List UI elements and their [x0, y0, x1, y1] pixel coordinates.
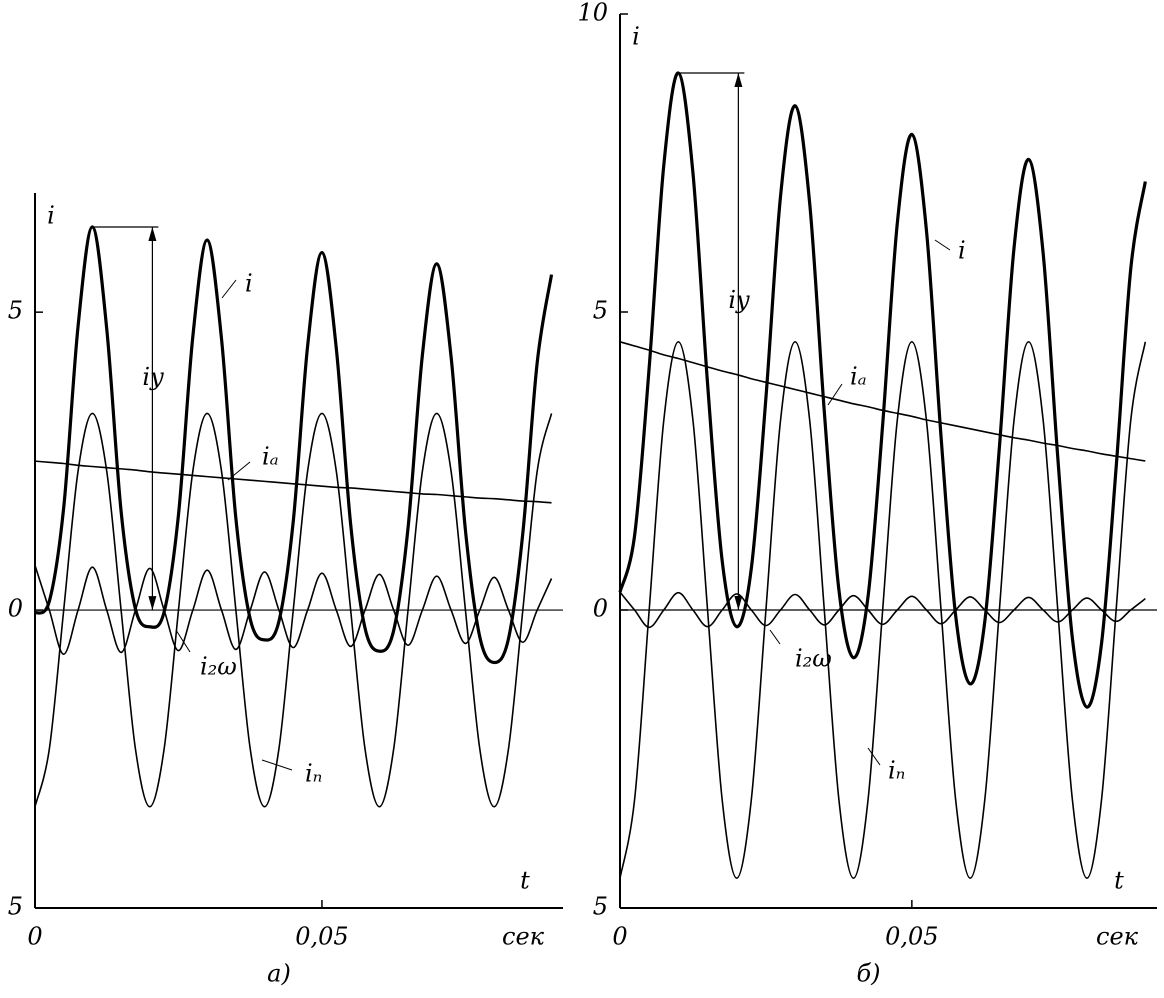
label-leader: [827, 383, 843, 406]
y-axis-label: i: [47, 202, 55, 230]
series-label: i₂ω: [795, 645, 832, 673]
label-leader: [175, 629, 191, 653]
arrow-head: [148, 226, 157, 241]
arrow-head: [148, 596, 157, 611]
y-tick-label: 5: [593, 893, 608, 921]
x-axis-label: t: [520, 867, 530, 895]
arrow-head: [734, 73, 743, 88]
y-tick-label: 5: [8, 893, 23, 921]
y-tick-label: 5: [593, 297, 608, 325]
series-line: [34, 565, 553, 655]
series-line: [34, 412, 553, 808]
label-leader: [227, 461, 251, 481]
y-tick-label: 0: [593, 595, 608, 623]
series-label: iₙ: [888, 757, 905, 785]
y-axis-label: i: [632, 23, 640, 51]
caption: а): [267, 960, 291, 988]
label-leader: [261, 759, 293, 771]
series-label: iₙ: [305, 760, 322, 788]
series-label: iₐ: [850, 363, 867, 391]
x-unit: сек: [1096, 923, 1139, 951]
x-tick-label: 0: [27, 923, 42, 951]
series-line: [33, 225, 554, 665]
series-line: [619, 341, 1146, 462]
x-axis-label: t: [1114, 867, 1124, 895]
x-tick-label: 0: [612, 923, 627, 951]
annotation: iy: [728, 286, 750, 314]
series-line: [619, 591, 1146, 629]
caption: б): [856, 960, 880, 988]
series-label: i₂ω: [200, 653, 237, 681]
x-tick-label: 0,05: [885, 923, 938, 951]
series-label: i: [245, 270, 253, 298]
y-tick-label: 10: [577, 0, 608, 27]
series-line: [34, 460, 552, 504]
series-label: iₐ: [262, 443, 279, 471]
x-tick-label: 0,05: [295, 923, 348, 951]
y-tick-label: 5: [8, 297, 23, 325]
label-leader: [867, 747, 881, 766]
label-leader: [769, 629, 781, 645]
label-leader: [934, 239, 951, 251]
arrow-head: [734, 596, 743, 610]
y-tick-label: 0: [8, 595, 23, 623]
label-leader: [221, 279, 237, 299]
series-line: [619, 340, 1147, 880]
annotation: iy: [142, 363, 164, 391]
series-line: [618, 71, 1147, 709]
series-label: i: [958, 237, 966, 265]
x-unit: сек: [502, 923, 545, 951]
